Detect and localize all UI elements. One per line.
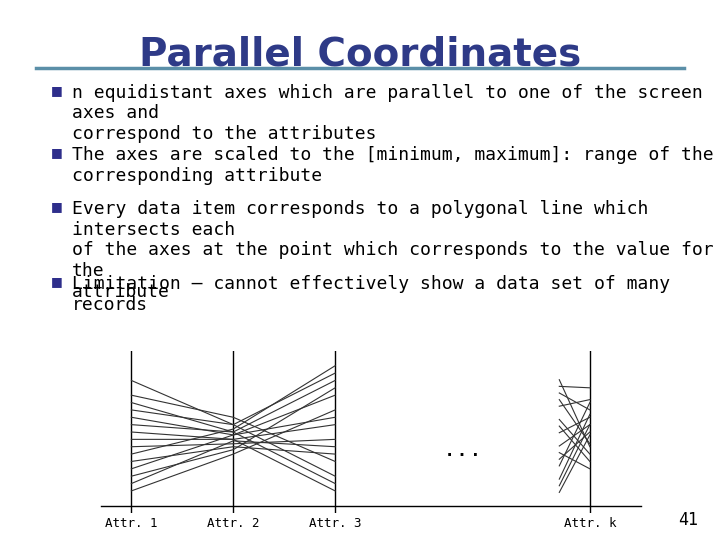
Text: ■: ■ xyxy=(50,275,62,288)
Text: Every data item corresponds to a polygonal line which intersects each
of the axe: Every data item corresponds to a polygon… xyxy=(72,200,714,301)
Text: ■: ■ xyxy=(50,200,62,213)
Text: Attr. 2: Attr. 2 xyxy=(207,517,259,530)
Text: ■: ■ xyxy=(50,146,62,159)
Text: Attr. 1: Attr. 1 xyxy=(105,517,158,530)
Text: 41: 41 xyxy=(678,511,698,529)
Text: Limitation – cannot effectively show a data set of many records: Limitation – cannot effectively show a d… xyxy=(72,275,670,314)
Text: ...: ... xyxy=(442,440,482,460)
Text: ■: ■ xyxy=(50,84,62,97)
Text: Attr. k: Attr. k xyxy=(564,517,616,530)
Text: n equidistant axes which are parallel to one of the screen axes and
correspond t: n equidistant axes which are parallel to… xyxy=(72,84,703,143)
Text: Parallel Coordinates: Parallel Coordinates xyxy=(139,35,581,73)
Text: Attr. 3: Attr. 3 xyxy=(309,517,361,530)
Text: The axes are scaled to the [minimum, maximum]: range of the
corresponding attrib: The axes are scaled to the [minimum, max… xyxy=(72,146,714,185)
